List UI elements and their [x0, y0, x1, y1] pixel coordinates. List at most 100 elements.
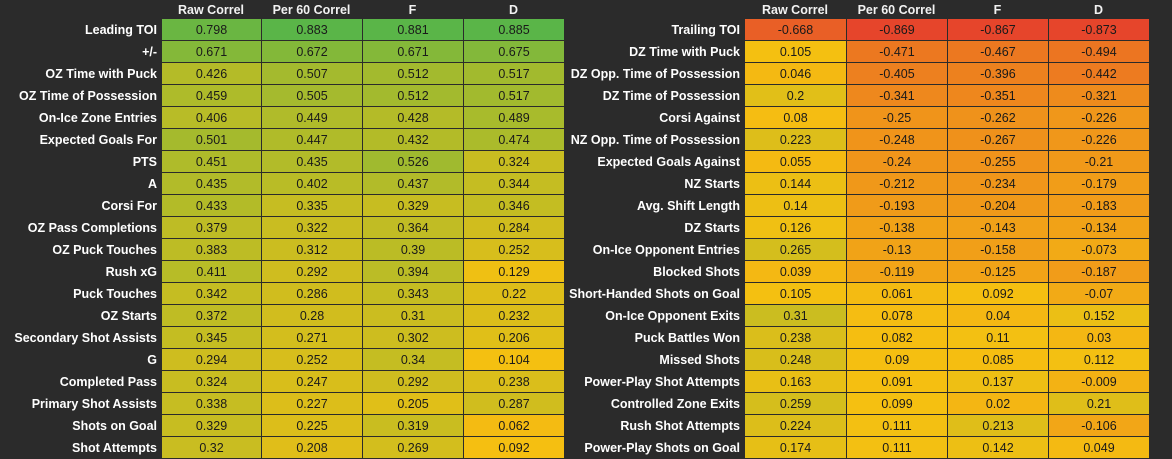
table-row: OZ Time with Puck 0.426 0.507 0.512 0.517 [0, 63, 564, 85]
row-label: Corsi For [101, 199, 157, 213]
row-label: Puck Battles Won [634, 331, 740, 345]
table-row: Missed Shots 0.248 0.09 0.085 0.112 [566, 349, 1149, 371]
row-label: A [147, 177, 157, 191]
table-row: DZ Opp. Time of Possession 0.046 -0.405 -0.… [566, 63, 1149, 85]
heatmap-cell: 0.085 [947, 349, 1048, 371]
heatmap-cell: 0.432 [362, 129, 463, 151]
table-row: Avg. Shift Length 0.14 -0.193 -0.204 -0.183 [566, 195, 1149, 217]
heatmap-cell: 0.505 [261, 85, 362, 107]
heatmap-cell: 0.232 [463, 305, 564, 327]
heatmap-cell: -0.25 [846, 107, 947, 129]
table-row: On-Ice Zone Entries 0.406 0.449 0.428 0.489 [0, 107, 564, 129]
heatmap-cell: 0.675 [463, 41, 564, 63]
heatmap-cell: 0.049 [1048, 437, 1149, 459]
heatmap-cell: 0.426 [161, 63, 261, 85]
heatmap-cell: 0.205 [362, 393, 463, 415]
table-row: OZ Time of Possession 0.459 0.505 0.512 0.51… [0, 85, 564, 107]
row-label: Completed Pass [59, 375, 157, 389]
heatmap-cell: 0.322 [261, 217, 362, 239]
heatmap-cell: -0.226 [1048, 129, 1149, 151]
heatmap-cell: 0.286 [261, 283, 362, 305]
table-row: Expected Goals For 0.501 0.447 0.432 0.474 [0, 129, 564, 151]
heatmap-cell: 0.394 [362, 261, 463, 283]
heatmap-cell: 0.451 [161, 151, 261, 173]
heatmap-cell: 0.32 [161, 437, 261, 459]
heatmap-cell: 0.372 [161, 305, 261, 327]
heatmap-cell: 0.238 [463, 371, 564, 393]
heatmap-cell: 0.163 [744, 371, 846, 393]
heatmap-cell: 0.346 [463, 195, 564, 217]
heatmap-cell: 0.252 [463, 239, 564, 261]
heatmap-cell: 0.104 [463, 349, 564, 371]
heatmap-cell: -0.351 [947, 85, 1048, 107]
row-label: Trailing TOI [671, 23, 740, 37]
column-header: F [993, 2, 1002, 17]
heatmap-cell: 0.223 [744, 129, 846, 151]
heatmap-cell: 0.437 [362, 173, 463, 195]
table-row: Puck Touches 0.342 0.286 0.343 0.22 [0, 283, 564, 305]
heatmap-cell: 0.319 [362, 415, 463, 437]
heatmap-cell: 0.129 [463, 261, 564, 283]
heatmap-cell: 0.271 [261, 327, 362, 349]
heatmap-cell: -0.106 [1048, 415, 1149, 437]
trailing-correlation-table: Raw Correl Per 60 Correl F D Trailing TO… [566, 0, 1149, 459]
header-row: Raw Correl Per 60 Correl F D [0, 0, 564, 19]
column-header: D [508, 2, 519, 17]
table-row: DZ Time of Possession 0.2 -0.341 -0.351 -0.3… [566, 85, 1149, 107]
column-header: Raw Correl [178, 2, 244, 17]
heatmap-cell: 0.335 [261, 195, 362, 217]
row-label: Short-Handed Shots on Goal [569, 287, 740, 301]
row-label: Power-Play Shot Attempts [584, 375, 740, 389]
heatmap-cell: 0.174 [744, 437, 846, 459]
corner-cell [0, 0, 161, 19]
heatmap-cell: 0.343 [362, 283, 463, 305]
heatmap-cell: 0.055 [744, 151, 846, 173]
heatmap-cell: -0.226 [1048, 107, 1149, 129]
heatmap-cell: -0.405 [846, 63, 947, 85]
row-label: +/- [142, 45, 157, 59]
heatmap-cell: -0.187 [1048, 261, 1149, 283]
row-label: Puck Touches [73, 287, 157, 301]
heatmap-cell: 0.881 [362, 19, 463, 41]
heatmap-cell: 0.292 [362, 371, 463, 393]
column-header: Raw Correl [762, 2, 828, 17]
table-row: Corsi For 0.433 0.335 0.329 0.346 [0, 195, 564, 217]
heatmap-cell: -0.867 [947, 19, 1048, 41]
row-label: DZ Time with Puck [629, 45, 740, 59]
heatmap-cell: 0.447 [261, 129, 362, 151]
heatmap-cell: 0.04 [947, 305, 1048, 327]
column-header: F [408, 2, 417, 17]
heatmap-cell: 0.225 [261, 415, 362, 437]
heatmap-cell: 0.061 [846, 283, 947, 305]
heatmap-cell: 0.28 [261, 305, 362, 327]
heatmap-cell: 0.671 [362, 41, 463, 63]
row-label: Secondary Shot Assists [14, 331, 157, 345]
heatmap-cell: 0.344 [463, 173, 564, 195]
row-label: OZ Starts [100, 309, 157, 323]
heatmap-cell: 0.2 [744, 85, 846, 107]
heatmap-cell: 0.428 [362, 107, 463, 129]
table-row: OZ Starts 0.372 0.28 0.31 0.232 [0, 305, 564, 327]
heatmap-cell: -0.869 [846, 19, 947, 41]
heatmap-cell: 0.091 [846, 371, 947, 393]
heatmap-cell: -0.204 [947, 195, 1048, 217]
heatmap-cell: -0.183 [1048, 195, 1149, 217]
heatmap-cell: 0.512 [362, 85, 463, 107]
heatmap-cell: -0.143 [947, 217, 1048, 239]
heatmap-cell: 0.329 [362, 195, 463, 217]
heatmap-cell: -0.158 [947, 239, 1048, 261]
heatmap-cell: -0.255 [947, 151, 1048, 173]
heatmap-cell: 0.21 [1048, 393, 1149, 415]
heatmap-cell: 0.324 [463, 151, 564, 173]
heatmap-cell: 0.507 [261, 63, 362, 85]
row-label: DZ Time of Possession [602, 89, 740, 103]
row-label: PTS [132, 155, 157, 169]
heatmap-cell: 0.34 [362, 349, 463, 371]
heatmap-cell: 0.312 [261, 239, 362, 261]
heatmap-cell: 0.105 [744, 283, 846, 305]
heatmap-cell: -0.073 [1048, 239, 1149, 261]
row-label: OZ Time with Puck [45, 67, 157, 81]
heatmap-cell: 0.259 [744, 393, 846, 415]
table-row: Puck Battles Won 0.238 0.082 0.11 0.03 [566, 327, 1149, 349]
column-header: D [1093, 2, 1104, 17]
